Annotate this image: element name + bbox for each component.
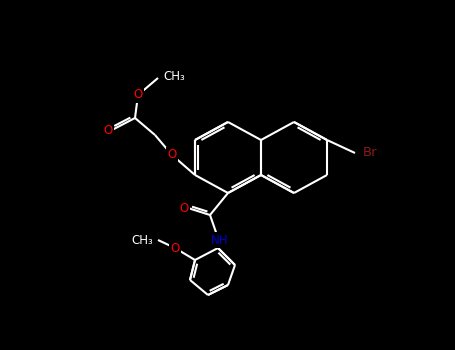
Text: O: O [167,148,177,161]
Text: NH: NH [211,233,229,246]
Text: CH₃: CH₃ [163,70,185,83]
Text: O: O [179,202,189,215]
Text: O: O [170,241,180,254]
Text: CH₃: CH₃ [131,233,153,246]
Text: O: O [133,89,142,101]
Text: Br: Br [363,147,378,160]
Text: O: O [103,124,113,136]
